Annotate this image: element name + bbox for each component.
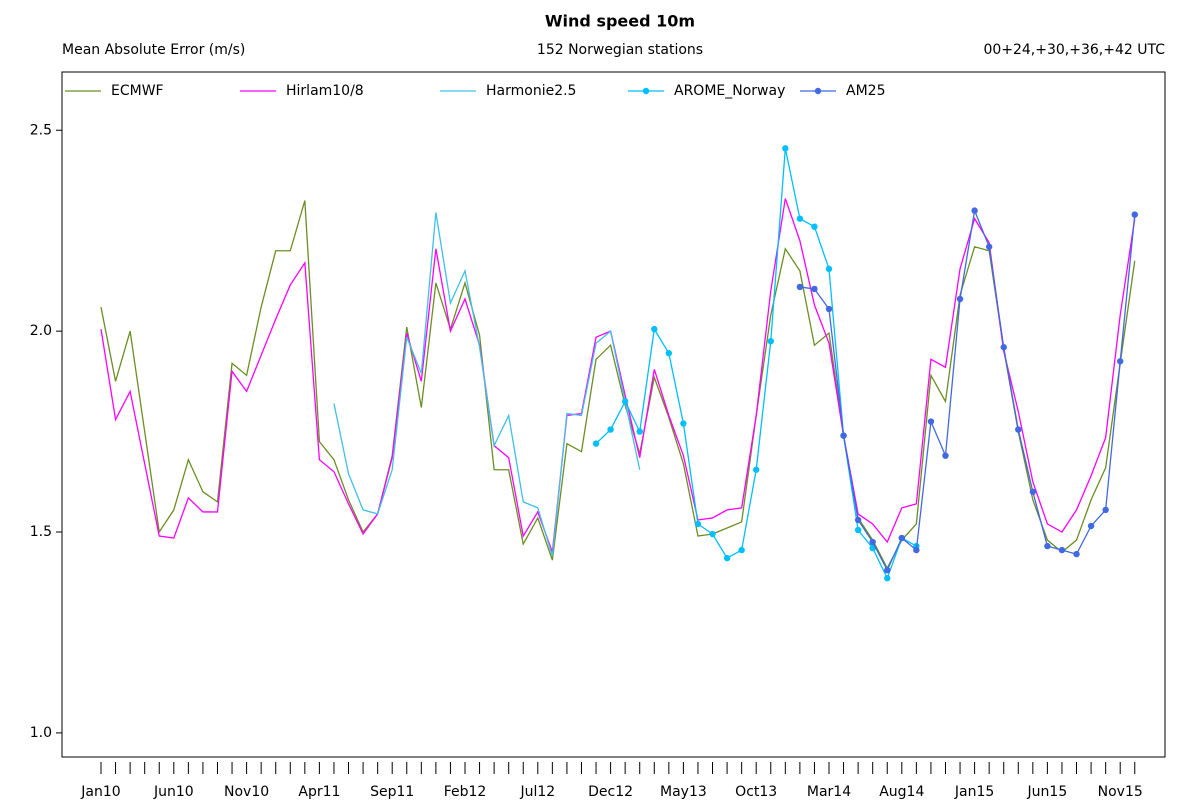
data-point [1102,506,1109,514]
data-point [854,516,862,524]
data-point [796,215,804,222]
data-point [636,428,643,435]
data-point [1117,358,1124,365]
y-tick-label: 1.5 [30,524,52,540]
y-axis-label: Mean Absolute Error (m/s) [62,42,245,58]
data-point [956,295,964,303]
data-point [825,305,833,313]
series-line [333,212,641,557]
data-point [840,432,847,439]
data-point [1015,426,1022,433]
series-line [799,208,1136,572]
data-point [651,325,658,333]
data-point [854,526,862,534]
series-line [100,200,1136,570]
plot-frame [61,71,1166,758]
data-point [869,538,876,546]
data-point [898,534,905,542]
data-point [709,530,716,538]
x-tick-label: Sep11 [370,784,414,800]
data-point [1029,488,1037,496]
x-tick-label: Jan10 [80,784,120,800]
data-point [796,283,804,291]
x-tick-label: Jul12 [519,784,555,800]
data-point [913,546,920,554]
x-tick-label: Jan15 [954,784,994,800]
legend-label: AM25 [846,83,885,99]
annotation: 00+24,+30,+36,+42 UTC [983,42,1165,58]
x-tick-label: Jun15 [1027,784,1068,800]
data-point [607,426,614,433]
data-point [1044,542,1051,550]
data-point [782,145,789,152]
data-point [811,285,818,293]
data-point [927,418,935,425]
legend-marker [814,87,822,95]
legend-label: AROME_Norway [674,83,785,99]
series-line [595,148,917,580]
data-point [884,575,891,582]
x-tick-label: May13 [660,784,707,800]
data-point [942,452,949,459]
x-tick-label: Apr11 [298,784,340,800]
x-tick-label: Aug14 [879,784,924,800]
x-tick-label: Feb12 [444,784,487,800]
data-point [1000,344,1007,351]
data-point [694,520,702,528]
x-tick-label: Jun10 [153,784,194,800]
data-point [1131,211,1138,218]
y-tick-label: 2.5 [30,122,52,138]
data-point [753,466,760,473]
x-tick-label: Mar14 [807,784,851,800]
legend-label: ECMWF [111,83,164,99]
chart-title: Wind speed 10m [545,12,695,31]
x-tick-label: Nov15 [1098,784,1143,800]
x-tick-label: Oct13 [735,784,777,800]
data-point [971,207,978,214]
data-point [825,265,833,273]
data-point [621,398,629,405]
data-point [680,420,687,427]
data-point [985,243,993,250]
data-point [767,337,774,345]
x-tick-label: Nov10 [224,784,269,800]
data-point [1058,546,1066,554]
subtitle: 152 Norwegian stations [537,42,703,58]
legend-marker [642,87,650,95]
data-point [884,566,891,574]
data-point [738,546,745,554]
data-point [665,350,673,357]
y-tick-label: 1.0 [30,725,52,741]
data-point [811,223,818,230]
data-point [592,440,600,447]
data-point [1073,550,1080,558]
x-tick-label: Dec12 [588,784,633,800]
y-tick-label: 2.0 [30,323,52,339]
legend-label: Hirlam10/8 [286,83,364,99]
data-point [723,554,731,562]
legend-label: Harmonie2.5 [486,83,576,99]
data-point [1087,522,1095,530]
